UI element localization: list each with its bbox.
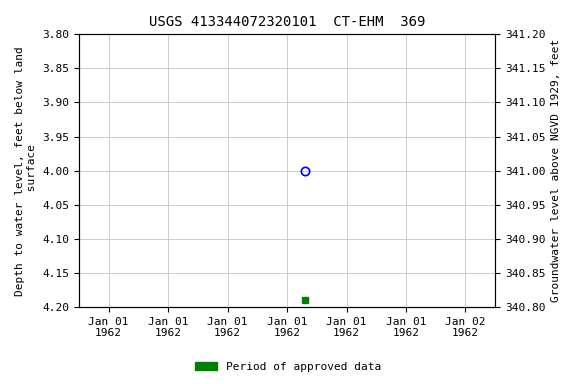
Y-axis label: Depth to water level, feet below land
 surface: Depth to water level, feet below land su… [15,46,37,296]
Y-axis label: Groundwater level above NGVD 1929, feet: Groundwater level above NGVD 1929, feet [551,39,561,302]
Legend: Period of approved data: Period of approved data [191,358,385,377]
Title: USGS 413344072320101  CT-EHM  369: USGS 413344072320101 CT-EHM 369 [149,15,425,29]
